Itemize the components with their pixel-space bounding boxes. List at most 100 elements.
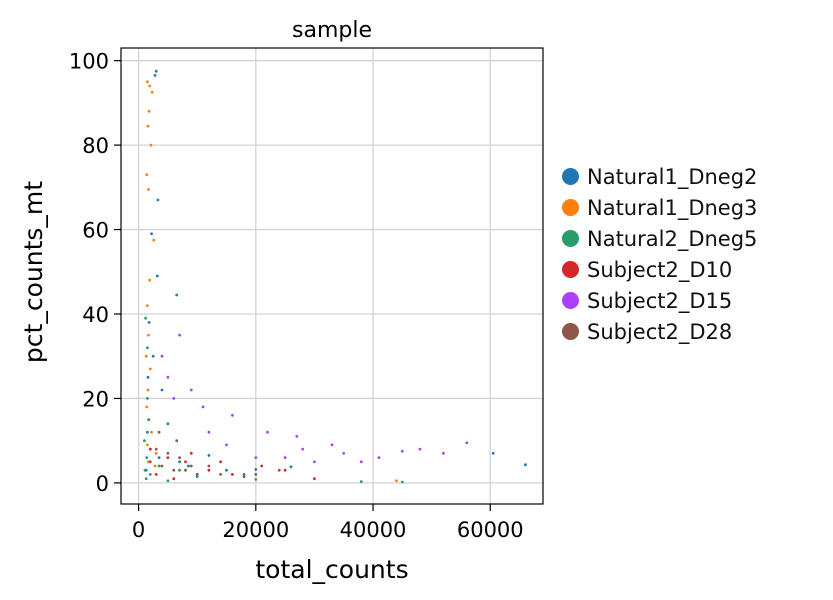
data-point <box>152 238 156 242</box>
data-point <box>313 477 316 481</box>
data-point <box>172 468 176 472</box>
data-point <box>147 333 150 337</box>
y-tick-label: 60 <box>82 219 109 243</box>
legend-item: Natural2_Dneg5 <box>562 223 827 254</box>
data-point <box>166 451 170 455</box>
data-point <box>189 464 193 468</box>
data-point <box>148 84 152 88</box>
data-point <box>189 388 193 392</box>
data-point <box>266 430 269 434</box>
legend-item: Subject2_D15 <box>562 285 827 316</box>
data-point <box>144 477 148 481</box>
data-point <box>150 430 153 434</box>
y-axis-label: pct_counts_mt <box>19 181 48 363</box>
data-point <box>254 468 258 471</box>
data-point <box>400 480 404 484</box>
data-point <box>283 456 287 459</box>
data-point <box>207 464 211 468</box>
data-point <box>146 375 150 379</box>
data-point <box>359 460 363 464</box>
x-axis-label: total_counts <box>255 555 408 584</box>
data-point <box>154 69 158 73</box>
data-point <box>184 460 187 464</box>
data-point <box>153 464 157 468</box>
data-point <box>148 473 152 476</box>
y-tick-label: 40 <box>82 303 109 327</box>
data-point <box>146 124 150 128</box>
data-point <box>146 397 149 400</box>
x-axis-ticks: 0 20000 40000 60000 <box>132 504 524 542</box>
data-point <box>148 367 152 371</box>
legend-label: Subject2_D28 <box>587 319 733 344</box>
data-point <box>359 480 363 483</box>
data-point <box>178 468 182 472</box>
series-Subject2_D15 <box>160 333 469 464</box>
data-point <box>154 473 158 476</box>
data-point <box>143 439 146 443</box>
y-tick-label: 80 <box>82 134 109 158</box>
data-point <box>148 278 152 282</box>
data-point <box>145 405 149 409</box>
data-point <box>201 405 205 409</box>
data-point <box>207 468 211 472</box>
data-point <box>147 109 151 113</box>
data-point <box>147 321 151 324</box>
data-point <box>289 465 293 469</box>
legend-item: Natural1_Dneg3 <box>562 192 827 223</box>
data-point <box>418 447 422 451</box>
data-point <box>219 460 223 464</box>
data-point <box>172 397 176 400</box>
legend-label: Natural1_Dneg3 <box>587 195 758 220</box>
plot-frame <box>120 47 544 505</box>
legend: Natural1_Dneg2 Natural1_Dneg3 Natural2_Dne… <box>562 161 827 347</box>
data-point <box>146 346 149 350</box>
legend-item: Subject2_D10 <box>562 254 827 285</box>
data-point <box>491 451 495 455</box>
y-tick-label: 0 <box>96 472 109 496</box>
data-point <box>166 375 170 379</box>
data-point <box>242 475 246 478</box>
data-point <box>313 460 316 464</box>
data-point <box>277 468 281 472</box>
y-tick-label: 100 <box>69 50 109 74</box>
series-Natural1_Dneg3 <box>144 80 398 483</box>
data-point <box>254 473 258 476</box>
data-point <box>149 143 153 147</box>
data-point <box>147 188 150 191</box>
data-point <box>377 456 381 459</box>
data-point <box>150 90 154 94</box>
series-Subject2_D28 <box>148 430 281 476</box>
data-point <box>146 388 150 392</box>
data-point <box>166 479 170 483</box>
data-point <box>189 451 193 455</box>
legend-marker <box>562 168 579 185</box>
data-point <box>146 430 149 434</box>
data-point <box>156 198 160 202</box>
data-point <box>160 464 164 468</box>
data-point <box>151 354 155 358</box>
data-point <box>207 430 211 434</box>
data-point <box>178 456 182 459</box>
legend-label: Subject2_D15 <box>587 288 733 313</box>
data-point <box>254 478 258 481</box>
y-axis-ticks: 0 20 40 60 80 100 <box>69 50 121 496</box>
data-point <box>301 447 305 451</box>
plot-points <box>143 69 527 484</box>
data-point <box>178 460 182 464</box>
legend-item: Natural1_Dneg2 <box>562 161 827 192</box>
data-point <box>145 173 149 177</box>
data-point <box>166 422 170 426</box>
data-point <box>154 447 158 451</box>
legend-marker <box>562 230 579 247</box>
legend-marker <box>562 199 579 216</box>
data-point <box>260 464 264 468</box>
x-tick-label: 0 <box>132 518 145 542</box>
data-point <box>442 451 445 455</box>
data-point <box>166 456 170 459</box>
data-point <box>242 473 246 476</box>
data-point <box>153 74 157 77</box>
data-point <box>184 468 187 472</box>
data-point <box>157 456 161 459</box>
data-point <box>146 304 149 307</box>
data-point <box>295 435 299 438</box>
